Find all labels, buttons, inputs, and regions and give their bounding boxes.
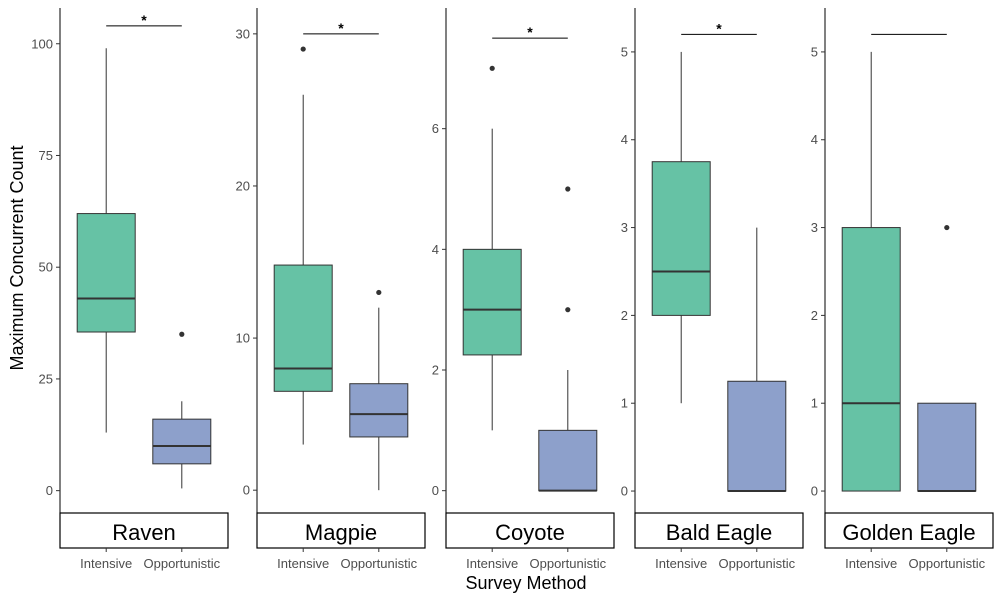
box-opportunistic [152, 418, 212, 465]
box-intensive [841, 227, 901, 492]
y-tick-label: 2 [432, 363, 439, 378]
x-tick-label: Opportunistic [530, 556, 607, 571]
box-intensive [273, 264, 333, 392]
outlier-point [565, 186, 571, 192]
y-tick-label: 2 [811, 308, 818, 323]
outlier-point [565, 307, 571, 313]
y-tick-label: 0 [46, 483, 53, 498]
x-tick-label: Intensive [80, 556, 132, 571]
box-opportunistic [538, 429, 598, 492]
y-tick-label: 0 [811, 484, 818, 499]
outlier-point [376, 289, 382, 296]
box-intensive [76, 213, 136, 333]
y-tick-label: 0 [621, 484, 628, 499]
y-axis-title: Maximum Concurrent Count [7, 145, 27, 370]
box-intensive [462, 248, 522, 356]
y-tick-label: 3 [811, 220, 818, 235]
significance-label: * [141, 12, 147, 28]
y-tick-label: 4 [432, 242, 439, 257]
x-tick-label: Intensive [466, 556, 518, 571]
y-tick-label: 10 [236, 331, 250, 346]
facet-strip [256, 512, 426, 549]
facet-label: Golden Eagle [842, 520, 975, 545]
y-tick-label: 20 [236, 178, 250, 193]
facet-label: Coyote [495, 520, 565, 545]
y-tick-label: 0 [243, 483, 250, 498]
facet-strip [634, 512, 804, 549]
facet-label: Magpie [305, 520, 377, 545]
x-tick-label: Intensive [655, 556, 707, 571]
x-tick-label: Opportunistic [341, 556, 418, 571]
y-tick-label: 100 [31, 36, 53, 51]
outlier-point [300, 46, 306, 52]
y-tick-label: 0 [432, 483, 439, 498]
y-tick-label: 1 [621, 396, 628, 411]
outlier-point [489, 65, 495, 71]
box-opportunistic [349, 383, 409, 438]
box-opportunistic [917, 402, 977, 492]
y-tick-label: 6 [432, 121, 439, 136]
y-tick-label: 2 [621, 308, 628, 323]
outlier-point [944, 224, 950, 231]
y-tick-label: 5 [621, 44, 628, 59]
box-opportunistic [727, 380, 787, 492]
facet-strip [824, 512, 994, 549]
facet-strip [445, 512, 615, 549]
box-intensive [651, 161, 711, 316]
x-tick-label: Opportunistic [144, 556, 221, 571]
y-tick-label: 1 [811, 396, 818, 411]
x-tick-label: Opportunistic [719, 556, 796, 571]
facet-label: Raven [112, 520, 176, 545]
y-tick-label: 5 [811, 44, 818, 59]
x-axis-title: Survey Method [465, 573, 586, 593]
y-tick-label: 50 [39, 260, 53, 275]
facet-label: Bald Eagle [666, 520, 772, 545]
x-tick-label: Opportunistic [909, 556, 986, 571]
y-tick-label: 4 [811, 132, 818, 147]
y-tick-label: 4 [621, 132, 628, 147]
x-tick-label: Intensive [845, 556, 897, 571]
y-tick-label: 30 [236, 26, 250, 41]
facet-strip [59, 512, 229, 549]
significance-label: * [527, 24, 533, 40]
y-tick-label: 3 [621, 220, 628, 235]
significance-label: * [716, 20, 722, 36]
significance-label: * [338, 20, 344, 36]
outlier-point [179, 331, 185, 337]
y-tick-label: 25 [39, 371, 53, 386]
x-tick-label: Intensive [277, 556, 329, 571]
y-tick-label: 75 [39, 148, 53, 163]
